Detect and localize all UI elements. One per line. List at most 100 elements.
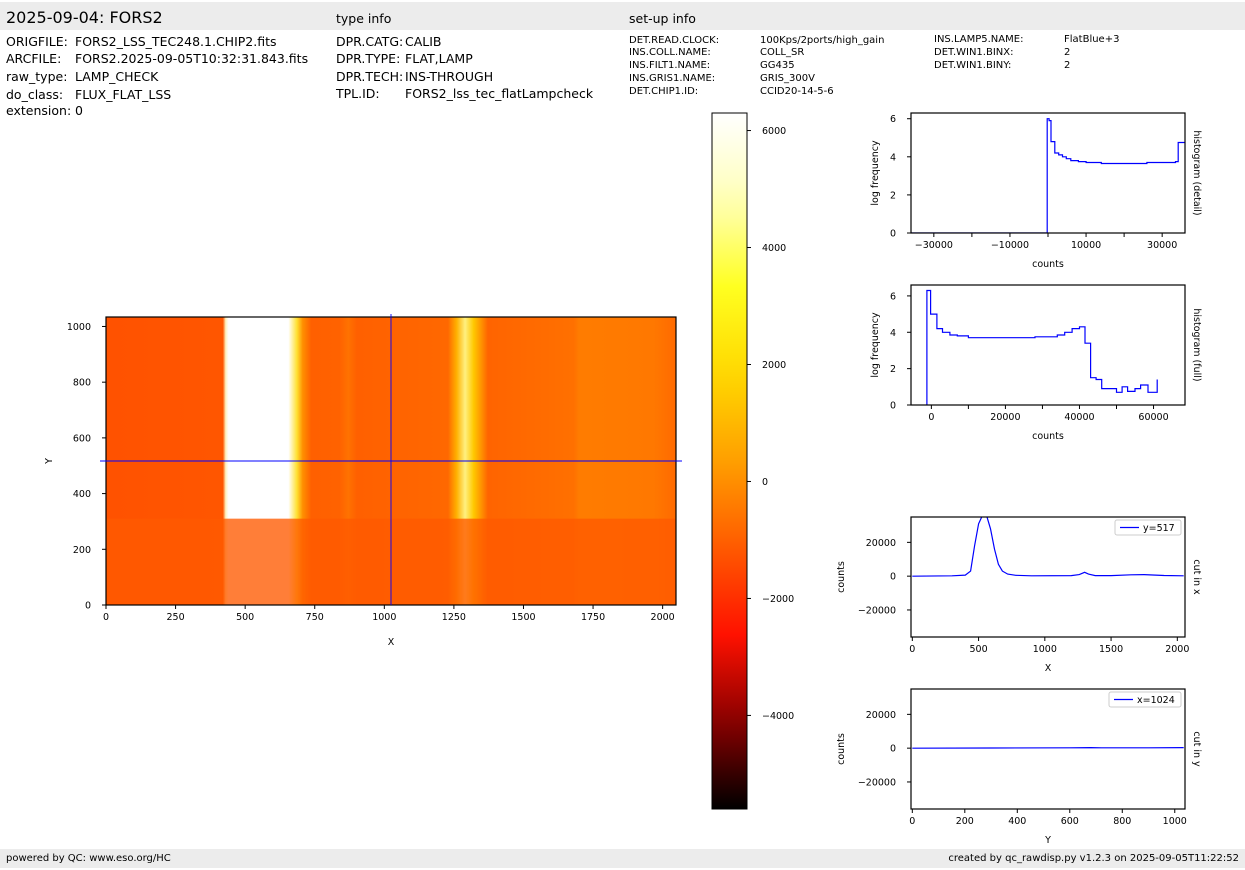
panel-side-label: cut in x (1191, 559, 1202, 595)
setup-info-key: INS.COLL.NAME: (629, 47, 711, 58)
header-band (0, 2, 1245, 30)
x-tick-label: 600 (1061, 816, 1079, 827)
legend-label: y=517 (1143, 523, 1175, 534)
y-tick-label: 1000 (67, 322, 91, 333)
panel-side-label: histogram (detail) (1191, 130, 1202, 215)
y-tick-label: 0 (85, 601, 91, 612)
x-tick-label: 2000 (651, 612, 675, 623)
type-info-key: DPR.CATG: (336, 34, 404, 49)
x-axis-label: counts (1032, 431, 1064, 442)
x-tick-label: 500 (970, 644, 988, 655)
y-axis-label: counts (836, 733, 847, 765)
type-info-value: FLAT,LAMP (405, 51, 473, 66)
y-tick-label: 20000 (866, 538, 896, 549)
panel-side-label: histogram (full) (1191, 308, 1202, 381)
plot-frame (910, 112, 1186, 234)
y-tick-label: −20000 (858, 777, 896, 788)
setup-info-value: FlatBlue+3 (1064, 34, 1120, 45)
page-title: 2025-09-04: FORS2 (6, 8, 163, 27)
y-tick-label: 6 (890, 114, 896, 125)
x-tick-label: 1500 (1099, 644, 1123, 655)
y-tick-label: 4 (890, 328, 896, 339)
x-tick-label: 40000 (1064, 412, 1094, 423)
x-axis-label: Y (1044, 835, 1051, 846)
series-line (926, 289, 1158, 405)
setup-info-value: CCID20-14-5-6 (760, 86, 834, 97)
type-info-value: CALIB (405, 34, 442, 49)
setup-info-heading: set-up info (629, 11, 696, 26)
setup-info-key: DET.CHIP1.ID: (629, 86, 699, 97)
y-tick-label: 0 (890, 229, 896, 240)
x-tick-label: 750 (306, 612, 324, 623)
type-info-heading: type info (336, 11, 392, 26)
y-axis-label: log frequency (870, 312, 881, 378)
x-tick-label: 1000 (1033, 644, 1057, 655)
x-axis-label: X (1045, 663, 1052, 674)
setup-info-value: 2 (1064, 47, 1071, 58)
x-tick-label: 0 (928, 412, 934, 423)
plot-frame (910, 284, 1186, 406)
setup-info-key: INS.GRIS1.NAME: (629, 73, 716, 84)
colorbar-tick-label: −2000 (762, 594, 794, 605)
type-info-value: FORS2_lss_tec_flatLampcheck (405, 86, 594, 101)
x-tick-label: 30000 (1147, 240, 1177, 251)
type-info-key: TPL.ID: (336, 86, 380, 101)
legend-box (1114, 519, 1182, 536)
setup-info-value: 100Kps/2ports/high_gain (760, 35, 885, 46)
x-tick-label: 10000 (1071, 240, 1101, 251)
footer-left-text: powered by QC: www.eso.org/HC (6, 853, 171, 864)
x-tick-label: 250 (167, 612, 185, 623)
series-line (912, 517, 1184, 577)
y-tick-label: 4 (890, 152, 896, 163)
x-tick-label: 1250 (442, 612, 466, 623)
y-tick-label: 600 (73, 433, 91, 444)
x-tick-label: 200 (956, 816, 974, 827)
footer-band (0, 849, 1245, 868)
setup-info-key: DET.WIN1.BINX: (934, 47, 1014, 58)
colorbar-tick-label: 2000 (762, 360, 786, 371)
type-info-key: DPR.TECH: (336, 69, 404, 84)
x-tick-label: 1500 (511, 612, 535, 623)
file-info-value: FORS2_LSS_TEC248.1.CHIP2.fits (75, 34, 277, 49)
y-tick-label: 6 (890, 291, 896, 302)
file-info-key: do_class: (6, 87, 64, 102)
x-tick-label: 1000 (1163, 816, 1187, 827)
file-info-value: FLUX_FLAT_LSS (75, 87, 172, 102)
plot-frame (910, 688, 1186, 810)
y-tick-label: 0 (890, 401, 896, 412)
x-tick-label: 20000 (990, 412, 1020, 423)
file-info-value: FORS2.2025-09-05T10:32:31.843.fits (75, 51, 309, 66)
series-line (911, 118, 1185, 233)
setup-info-value: GG435 (760, 60, 795, 71)
y-tick-label: 20000 (866, 710, 896, 721)
type-info-key: DPR.TYPE: (336, 51, 401, 66)
colorbar-tick-label: 0 (762, 477, 768, 488)
panel-side-label: cut in y (1191, 731, 1202, 767)
x-tick-label: 0 (103, 612, 109, 623)
x-tick-label: 0 (909, 644, 915, 655)
x-tick-label: 60000 (1138, 412, 1168, 423)
y-tick-label: 400 (73, 489, 91, 500)
x-axis-label: counts (1032, 259, 1064, 270)
x-tick-label: 400 (1008, 816, 1026, 827)
x-tick-label: 800 (1113, 816, 1131, 827)
colorbar-tick-label: 4000 (762, 243, 786, 254)
x-tick-label: 2000 (1165, 644, 1189, 655)
setup-info-key: DET.READ.CLOCK: (629, 35, 720, 46)
colorbar-tick-label: 6000 (762, 126, 786, 137)
setup-info-value: GRIS_300V (760, 73, 815, 84)
y-tick-label: 2 (890, 190, 896, 201)
file-info-key: extension: (6, 103, 72, 118)
y-tick-label: 0 (890, 744, 896, 755)
plot-frame (910, 516, 1186, 638)
y-axis-label: counts (836, 561, 847, 593)
type-info-value: INS-THROUGH (405, 69, 494, 84)
legend-label: x=1024 (1137, 695, 1175, 706)
legend-box (1108, 691, 1182, 708)
setup-info-value: COLL_SR (760, 47, 805, 58)
file-info-key: ARCFILE: (6, 51, 62, 66)
x-tick-label: −10000 (991, 240, 1029, 251)
file-info-key: raw_type: (6, 69, 68, 84)
colorbar (711, 112, 748, 810)
colorbar-tick-label: −4000 (762, 711, 794, 722)
